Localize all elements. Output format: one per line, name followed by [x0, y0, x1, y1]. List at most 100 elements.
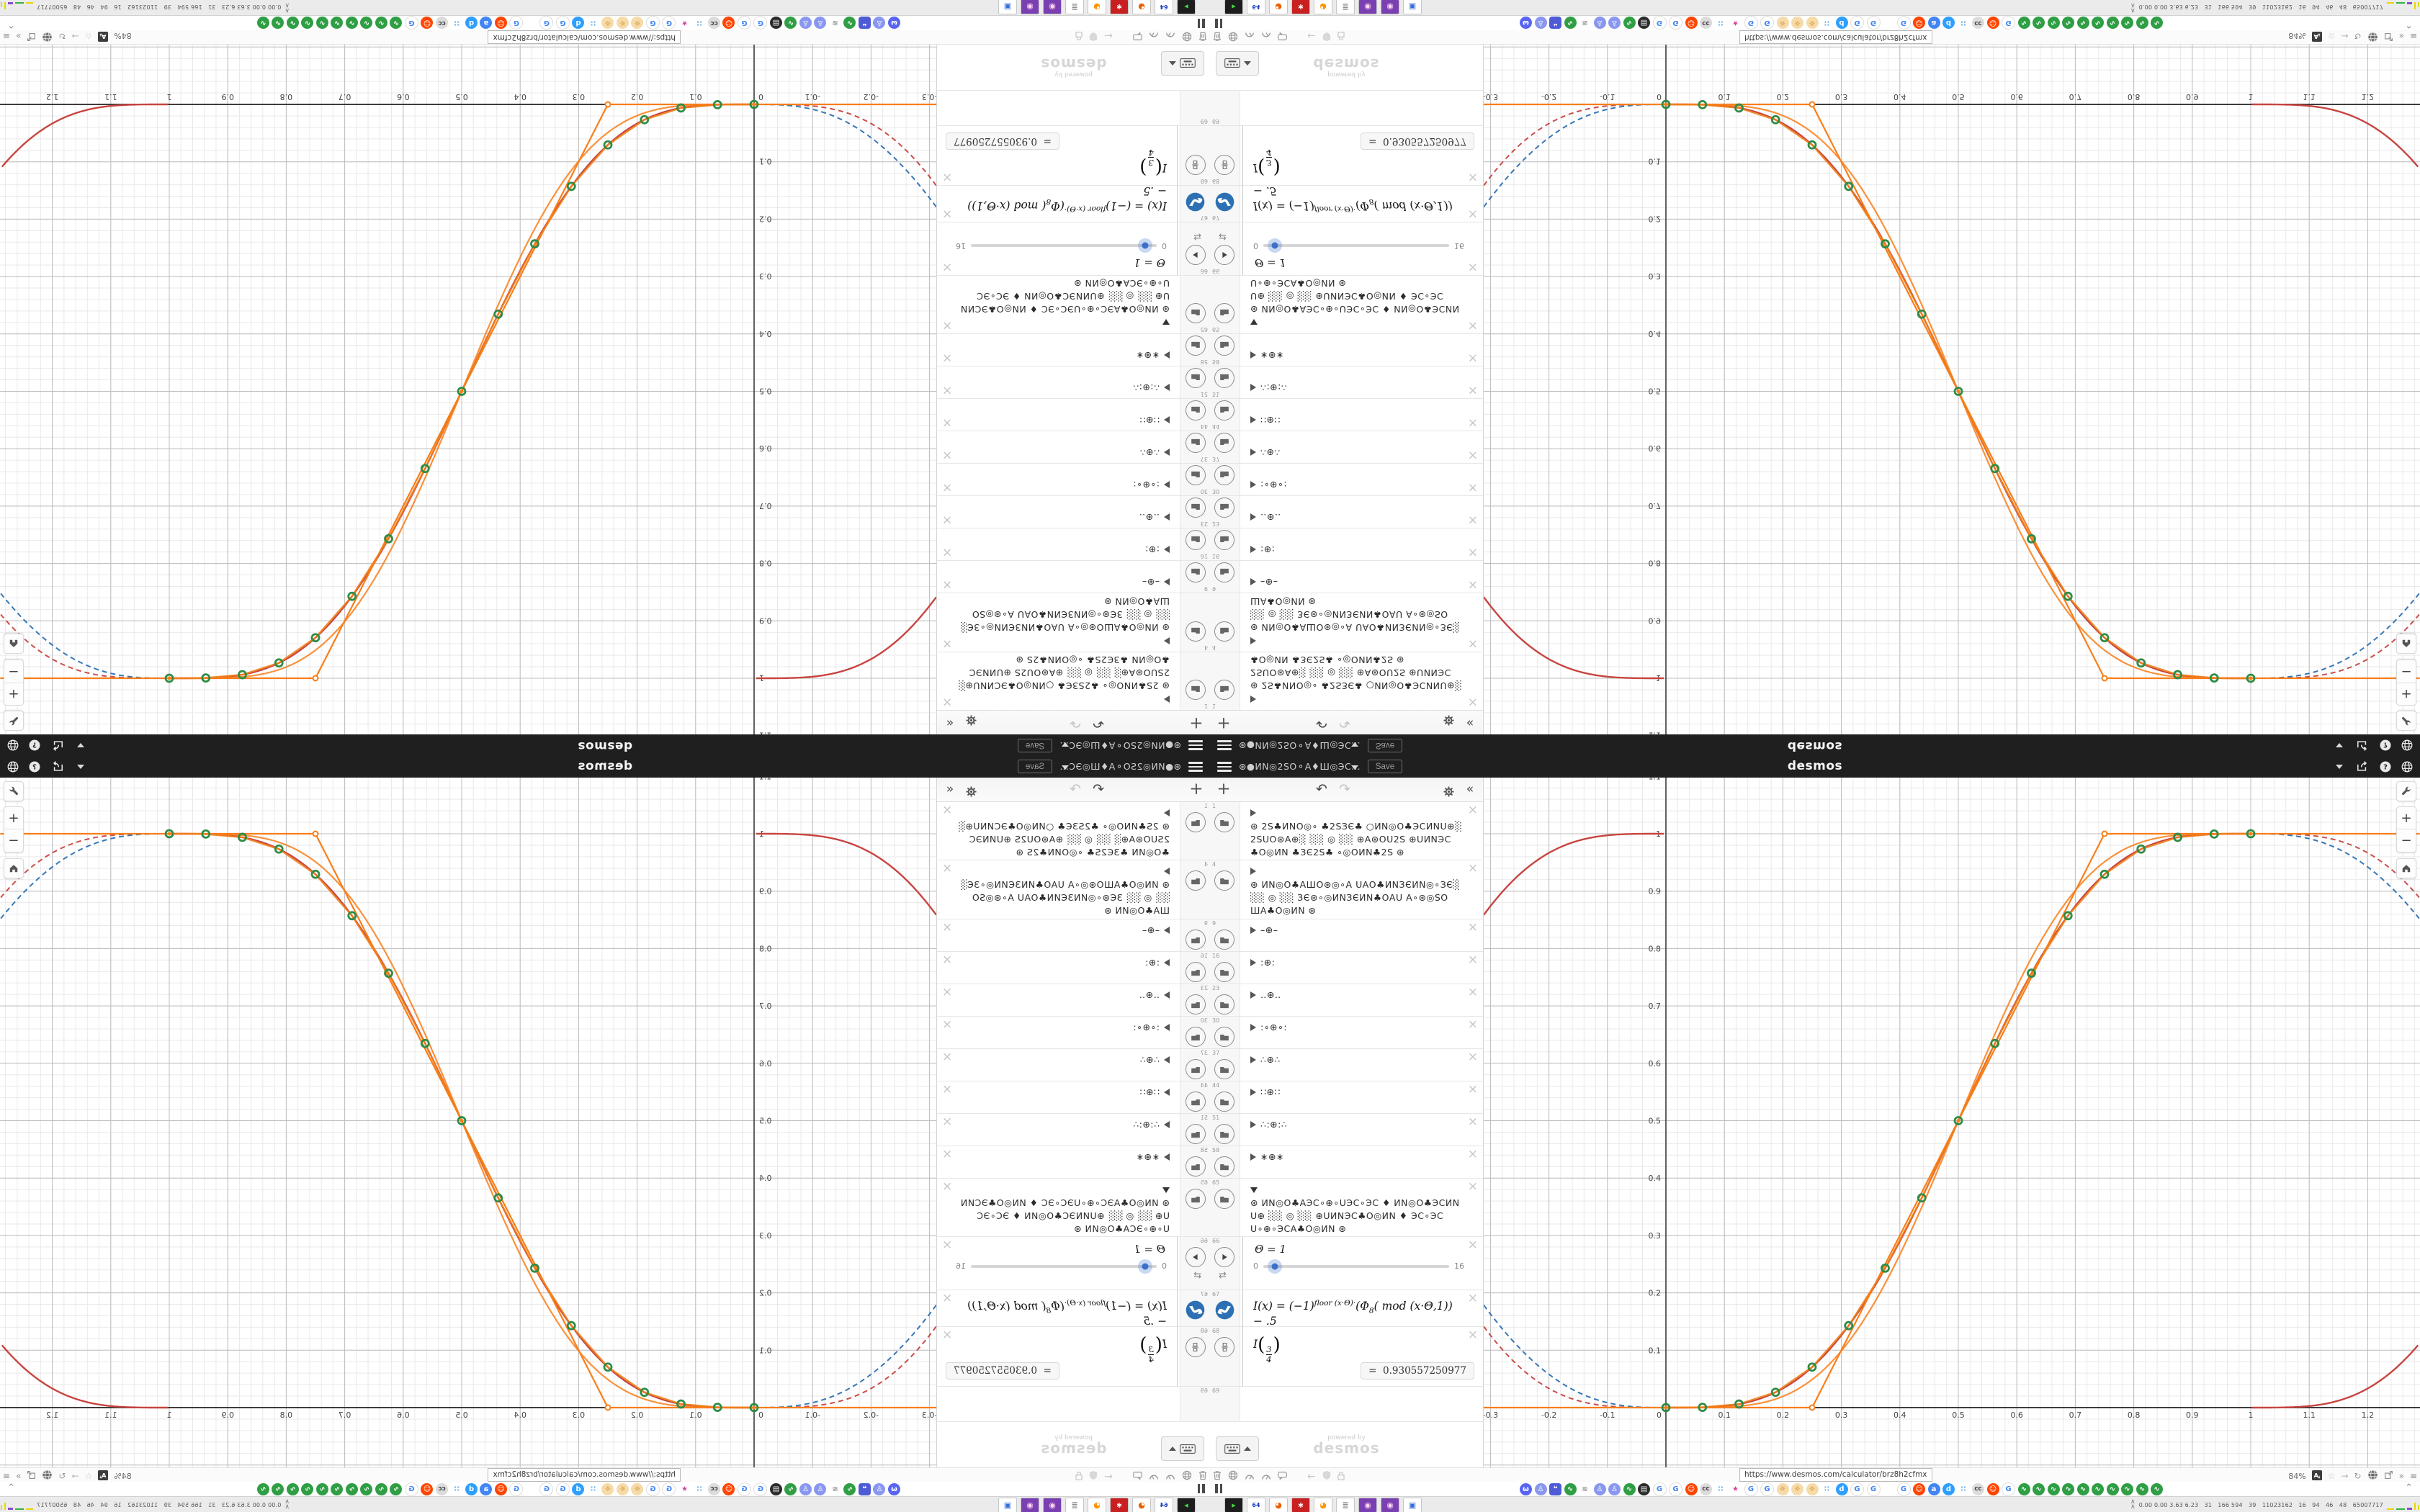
- folder-icon[interactable]: [1214, 1156, 1234, 1176]
- favicon[interactable]: ∿: [301, 1483, 314, 1495]
- favicon[interactable]: ▤: [1638, 17, 1650, 29]
- trash-icon[interactable]: [1213, 29, 1222, 42]
- folder-collapsed-arrow-icon[interactable]: [1250, 696, 1256, 703]
- delete-row-button[interactable]: ×: [1467, 1115, 1478, 1129]
- add-expression-button[interactable]: +: [1216, 780, 1231, 798]
- title-caret-icon[interactable]: [1062, 765, 1069, 770]
- favicon[interactable]: CC: [708, 1483, 720, 1495]
- expression-row-30[interactable]: 30:∘⊕∘: ×: [1210, 1017, 1483, 1049]
- slider-loop-icon[interactable]: ⇄: [1219, 1270, 1227, 1281]
- reload-icon[interactable]: ↻: [58, 1471, 66, 1481]
- favicon[interactable]: ∿: [2033, 1483, 2045, 1495]
- add-expression-button[interactable]: +: [1216, 714, 1231, 732]
- folder-collapsed-arrow-icon[interactable]: [1250, 351, 1256, 359]
- help-icon[interactable]: ?: [29, 739, 40, 751]
- folder-expanded-arrow-icon[interactable]: [1250, 1187, 1258, 1193]
- title-caret-icon[interactable]: [1351, 765, 1358, 770]
- row-content[interactable]: ∴:⊕:∴: [1240, 366, 1483, 398]
- favicon[interactable]: ω: [1520, 17, 1532, 29]
- share-icon[interactable]: [52, 740, 63, 751]
- favicon[interactable]: ∿: [257, 17, 269, 29]
- favicon[interactable]: ∿: [2121, 1483, 2133, 1495]
- delete-row-button[interactable]: ×: [942, 577, 953, 592]
- favicon[interactable]: G: [646, 1482, 660, 1496]
- redo-button[interactable]: ↷: [1339, 715, 1350, 731]
- favicon[interactable]: ∿: [2047, 1483, 2060, 1495]
- dark-globe-icon[interactable]: [2367, 30, 2378, 42]
- favicon[interactable]: a: [1927, 1483, 1940, 1495]
- row-content[interactable]: ⊛ 2S♣ИNО◎∘ ♣2SЗЄ♣ ○ИN◎О♣ЭСИNU⊕░ 2SUО⊛А⊕░ …: [1240, 649, 1483, 710]
- taskbar-app-icon[interactable]: ≣: [1336, 1498, 1355, 1512]
- graph-title[interactable]: ⊛●ИN◎2SО⚬А♦Ш◎ЭС…: [1059, 740, 1181, 751]
- favicon[interactable]: a: [480, 17, 493, 29]
- row-content[interactable]: Θ = 1 0 16: [937, 1237, 1178, 1290]
- globe-icon[interactable]: [1182, 1470, 1192, 1483]
- delete-row-button[interactable]: ×: [942, 170, 953, 184]
- text-size-icon[interactable]: A: [98, 1470, 109, 1482]
- favicon[interactable]: G: [509, 16, 524, 30]
- account-caret-icon[interactable]: [77, 765, 84, 769]
- favicon[interactable]: ▤: [770, 1483, 782, 1495]
- folder-icon[interactable]: [1186, 530, 1206, 550]
- favicon[interactable]: ∷: [454, 19, 460, 27]
- favicon[interactable]: ∿: [784, 17, 797, 29]
- favicon[interactable]: ∿: [2106, 1483, 2119, 1495]
- send-tab-icon[interactable]: [2384, 1470, 2393, 1482]
- favicon[interactable]: G: [753, 1482, 768, 1496]
- expression-row-66[interactable]: 66 ⇄ Θ = 1 0 16 ×: [937, 222, 1210, 275]
- row-content[interactable]: –⊕–: [937, 919, 1180, 951]
- folder-collapsed-arrow-icon[interactable]: [1250, 416, 1256, 423]
- text-size-icon[interactable]: A: [2311, 1470, 2322, 1482]
- save-button[interactable]: Save: [1368, 739, 1402, 752]
- slider-expression[interactable]: Θ = 1: [1255, 1243, 1286, 1256]
- favicon[interactable]: ∿: [257, 1483, 269, 1495]
- plot-style-icon[interactable]: [1186, 189, 1205, 212]
- delete-row-button[interactable]: ×: [1467, 985, 1478, 999]
- expression-row-23[interactable]: 23 ‥⊕‥ ×: [937, 984, 1210, 1017]
- redo-button[interactable]: ↷: [1070, 715, 1081, 731]
- folder-icon[interactable]: [1186, 498, 1206, 518]
- folder-collapsed-arrow-icon[interactable]: [1164, 1089, 1170, 1096]
- folder-collapsed-arrow-icon[interactable]: [1250, 1121, 1256, 1128]
- favicon[interactable]: G: [662, 16, 676, 30]
- folder-icon[interactable]: [1186, 400, 1206, 420]
- delete-row-button[interactable]: ×: [942, 318, 953, 333]
- collapse-panel-button[interactable]: «: [946, 716, 954, 730]
- folder-collapsed-arrow-icon[interactable]: [1164, 578, 1170, 585]
- favicon[interactable]: d: [465, 17, 478, 29]
- folder-expanded-arrow-icon[interactable]: [1162, 1187, 1170, 1193]
- favicon[interactable]: ☺: [421, 1483, 434, 1495]
- favicon[interactable]: G: [539, 16, 554, 30]
- favicon[interactable]: ∿: [2076, 17, 2089, 29]
- row-content[interactable]: ⊛ ИN◎О♣АЭС∘⊕∘UЭС∘ЭС ♦ ИN◎О♣ЭСИN U⊕ ░░ ◎ ░…: [937, 272, 1180, 333]
- expression-row-44[interactable]: 44 ∷⊕∷ ×: [937, 1081, 1210, 1114]
- chat-square-icon[interactable]: [1133, 1470, 1142, 1483]
- taskbar-app-icon[interactable]: ◕: [1269, 1498, 1288, 1512]
- row-content[interactable]: I(3 4) = 0.930557250977: [1242, 1327, 1483, 1386]
- favicon[interactable]: d: [1835, 1483, 1848, 1495]
- expression-row-65[interactable]: 65 ⊛ ИN◎О♣АЭС∘⊕∘UЭС∘ЭС ♦ ИN◎О♣ЭСИN U⊕ ░░ ◎…: [1210, 1179, 1483, 1237]
- favicon[interactable]: ∿: [2017, 17, 2030, 29]
- favicon[interactable]: ☺: [495, 1483, 507, 1495]
- expression-row-44[interactable]: 44 ∷⊕∷ ×: [1210, 398, 1483, 431]
- favicon[interactable]: G: [1896, 1482, 1911, 1496]
- delete-row-button[interactable]: ×: [1467, 318, 1478, 333]
- slider-play-icon[interactable]: [1214, 1247, 1234, 1267]
- bookmark-star-icon[interactable]: ☆: [84, 1471, 93, 1481]
- expression-row-1[interactable]: 1 ⊛ 2S♣ИNО◎∘ ♣2SЗЄ♣ ○ИN◎О♣ЭСИNU⊕░ 2SUО⊛А⊕░…: [937, 652, 1210, 710]
- folder-icon[interactable]: [1186, 303, 1206, 323]
- favicon[interactable]: ☺: [722, 17, 735, 29]
- folder-collapsed-arrow-icon[interactable]: [1250, 513, 1256, 521]
- expression-row-51[interactable]: 51 ∴:⊕:∴ ×: [1210, 1114, 1483, 1146]
- back-arrow-icon[interactable]: ←: [1104, 30, 1113, 42]
- row-content[interactable]: [1240, 1387, 1483, 1421]
- folder-icon[interactable]: [1214, 680, 1234, 700]
- favicon[interactable]: G: [1850, 16, 1864, 30]
- favicon[interactable]: ☼: [1791, 17, 1803, 29]
- slider-track[interactable]: [971, 238, 1157, 253]
- expression-row-44[interactable]: 44 ∷⊕∷ ×: [937, 398, 1210, 431]
- folder-icon[interactable]: [1214, 336, 1234, 356]
- favicon[interactable]: ω: [1520, 1483, 1532, 1495]
- favicon[interactable]: ❝: [859, 17, 871, 29]
- slider-loop-icon[interactable]: ⇄: [1193, 231, 1201, 242]
